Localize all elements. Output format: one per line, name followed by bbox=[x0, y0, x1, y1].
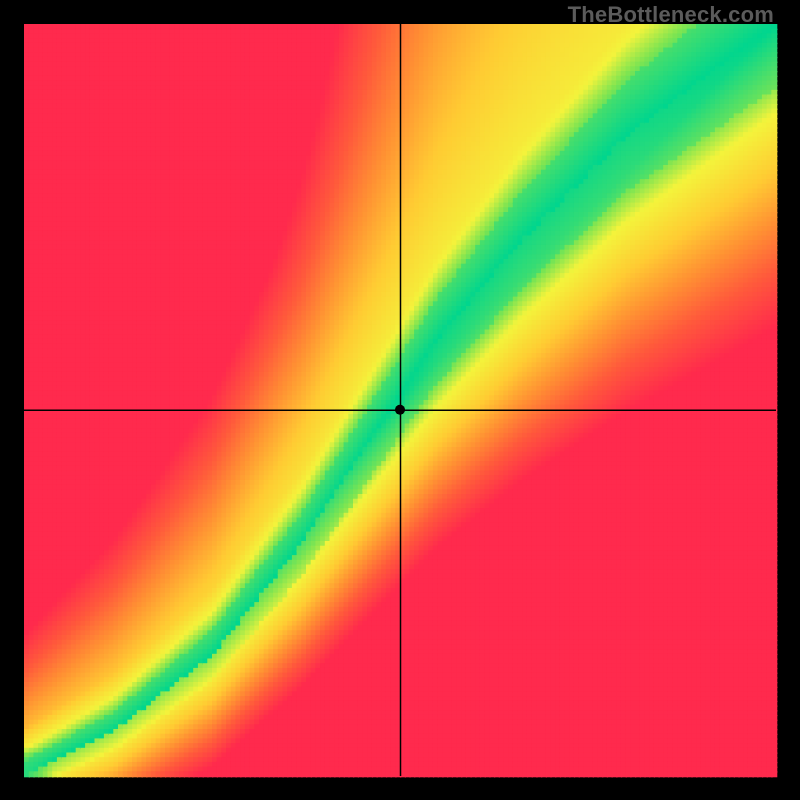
watermark-text: TheBottleneck.com bbox=[568, 2, 774, 28]
bottleneck-heatmap-canvas bbox=[0, 0, 800, 800]
chart-container: TheBottleneck.com bbox=[0, 0, 800, 800]
